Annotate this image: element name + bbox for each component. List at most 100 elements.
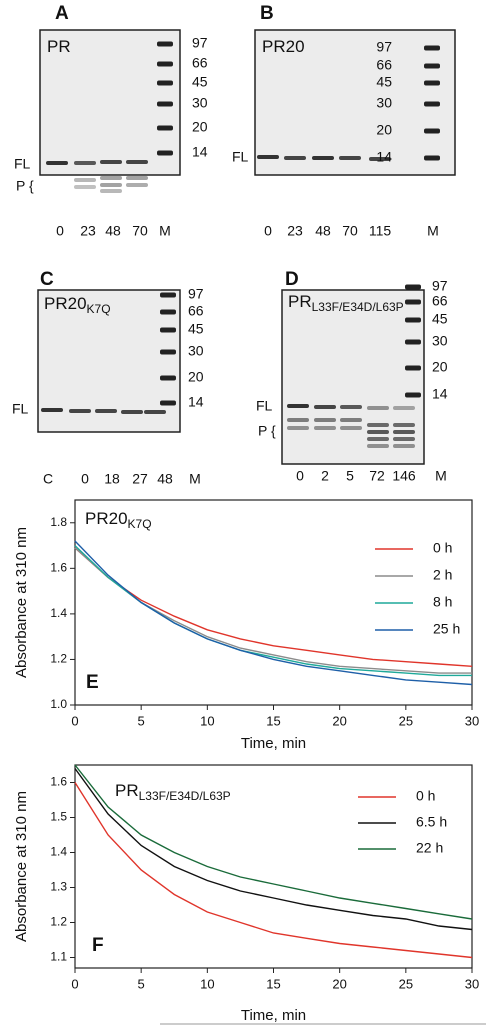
series-line bbox=[74, 764, 473, 920]
lane-label: 5 bbox=[346, 468, 354, 484]
marker-label: 30 bbox=[188, 343, 204, 359]
gel-band bbox=[100, 176, 122, 180]
y-tick-label: 1.1 bbox=[50, 950, 67, 964]
gel bbox=[39, 29, 181, 176]
gel-band bbox=[257, 155, 279, 159]
x-tick-label: 25 bbox=[399, 976, 413, 991]
band-label: FL bbox=[12, 401, 29, 417]
chart-title-main: PR bbox=[115, 781, 139, 800]
gel-band bbox=[369, 157, 391, 161]
marker-band bbox=[160, 375, 176, 381]
series-line bbox=[74, 540, 473, 686]
marker-band bbox=[157, 150, 173, 156]
gel-title: PR20K7Q bbox=[44, 294, 111, 316]
x-tick-label: 10 bbox=[200, 713, 214, 728]
marker-label: 45 bbox=[376, 74, 392, 90]
gel-band bbox=[287, 418, 309, 422]
marker-band bbox=[405, 317, 421, 323]
gel-band bbox=[340, 405, 362, 409]
series-line bbox=[74, 547, 473, 667]
lane-label: 2 bbox=[321, 468, 329, 484]
marker-band bbox=[424, 45, 440, 51]
series-line bbox=[74, 547, 472, 674]
x-tick-label: 0 bbox=[71, 713, 78, 728]
gel-band bbox=[121, 410, 143, 414]
marker-label: 45 bbox=[432, 311, 448, 327]
x-tick-label: 20 bbox=[332, 713, 346, 728]
lane-label: C bbox=[43, 471, 53, 487]
band-label: FL bbox=[232, 149, 249, 165]
legend-label: 2 h bbox=[433, 567, 452, 583]
lane-label: 70 bbox=[132, 223, 148, 239]
x-tick-label: 25 bbox=[399, 713, 413, 728]
chart-title: PR20K7Q bbox=[85, 509, 152, 531]
marker-band bbox=[405, 365, 421, 371]
marker-label: 30 bbox=[376, 95, 392, 111]
y-tick-label: 1.2 bbox=[50, 652, 67, 666]
band-label: P { bbox=[258, 423, 276, 439]
x-tick-label: 20 bbox=[332, 976, 346, 991]
lane-label: 146 bbox=[392, 468, 416, 484]
band-label: FL bbox=[256, 398, 273, 414]
marker-label: 66 bbox=[432, 293, 448, 309]
lane-label: M bbox=[159, 223, 171, 239]
y-tick-label: 1.2 bbox=[50, 915, 67, 929]
lane-label: M bbox=[189, 471, 201, 487]
gel-band bbox=[314, 418, 336, 422]
y-tick-label: 1.4 bbox=[50, 845, 67, 859]
gel-band bbox=[126, 183, 148, 187]
marker-label: 97 bbox=[192, 35, 208, 51]
legend-label: 0 h bbox=[416, 788, 435, 804]
gel-band bbox=[74, 185, 96, 189]
gel-band bbox=[100, 189, 122, 193]
lane-label: 0 bbox=[56, 223, 64, 239]
legend-label: 6.5 h bbox=[416, 814, 447, 830]
gel-band bbox=[284, 156, 306, 160]
marker-label: 20 bbox=[188, 369, 204, 385]
gel-band bbox=[393, 423, 415, 427]
marker-label: 66 bbox=[376, 57, 392, 73]
marker-band bbox=[424, 63, 440, 69]
gel-band bbox=[126, 176, 148, 180]
gel-band bbox=[367, 437, 389, 441]
y-axis-label: Absorbance at 310 nm bbox=[13, 527, 30, 678]
legend-label: 25 h bbox=[433, 621, 460, 637]
gel-title-sub: L33F/E34D/L63P bbox=[312, 300, 404, 314]
panel-label: A bbox=[55, 3, 69, 24]
y-tick-label: 1.8 bbox=[50, 515, 67, 529]
x-tick-label: 5 bbox=[138, 713, 145, 728]
lane-label: 48 bbox=[105, 223, 121, 239]
gel-band bbox=[287, 426, 309, 430]
gel-band bbox=[74, 178, 96, 182]
gel-band bbox=[393, 430, 415, 434]
lane-label: M bbox=[427, 223, 439, 239]
lane-label: 27 bbox=[132, 471, 148, 487]
marker-label: 14 bbox=[432, 386, 448, 402]
gel-band bbox=[393, 444, 415, 448]
y-tick-label: 1.3 bbox=[50, 880, 67, 894]
chart-title-sub: K7Q bbox=[128, 517, 152, 531]
marker-band bbox=[160, 309, 176, 315]
y-tick-label: 1.0 bbox=[50, 697, 67, 711]
y-tick-label: 1.4 bbox=[50, 606, 67, 620]
gel-band bbox=[340, 426, 362, 430]
marker-label: 30 bbox=[192, 95, 208, 111]
marker-band bbox=[157, 80, 173, 86]
panel-label: D bbox=[285, 269, 299, 290]
lane-label: 0 bbox=[296, 468, 304, 484]
gel-band bbox=[393, 437, 415, 441]
gel-band bbox=[312, 156, 334, 160]
gel-band bbox=[367, 444, 389, 448]
y-tick-label: 1.6 bbox=[50, 561, 67, 575]
legend-label: 8 h bbox=[433, 594, 452, 610]
marker-band bbox=[157, 61, 173, 67]
lane-label: 48 bbox=[157, 471, 173, 487]
gel-band bbox=[74, 161, 96, 165]
gel-band bbox=[41, 408, 63, 412]
marker-band bbox=[424, 101, 440, 107]
marker-label: 20 bbox=[192, 119, 208, 135]
gel-title-main: PR20 bbox=[44, 294, 87, 313]
gel-band bbox=[144, 410, 166, 414]
gel-band bbox=[367, 406, 389, 410]
